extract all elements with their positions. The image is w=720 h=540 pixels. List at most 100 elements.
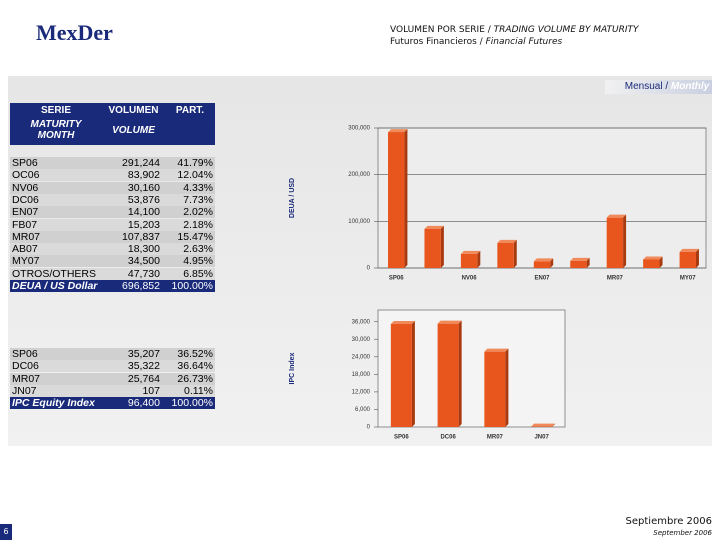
table-row — [10, 384, 215, 397]
cell-part: 2.63% — [183, 243, 213, 256]
bar-top — [531, 423, 556, 427]
bar-top — [388, 129, 408, 133]
cell-serie: IPC Equity Index — [12, 397, 95, 410]
bar-top — [570, 257, 590, 261]
logo: MexDer — [36, 20, 113, 45]
subtitle-es: Futuros Financieros / — [390, 37, 486, 47]
badge-es: Mensual / — [624, 81, 671, 92]
cell-volume: 107,837 — [122, 230, 160, 243]
bar-top — [606, 214, 627, 218]
y-tick-label: 30,000 — [352, 337, 371, 343]
cell-part: 41.79% — [177, 157, 213, 169]
cell-part: 26.73% — [177, 372, 213, 385]
cell-serie: SP06 — [12, 157, 38, 169]
cell-serie: JN07 — [12, 384, 37, 397]
bar-top — [390, 321, 415, 325]
x-tick-label: MR07 — [607, 276, 624, 282]
bar — [390, 324, 412, 427]
table-row — [10, 267, 215, 280]
cell-part: 36.64% — [177, 360, 213, 373]
table-row — [10, 169, 215, 182]
total-row — [10, 397, 215, 410]
bar-side — [505, 348, 509, 427]
y-tick-label: 0 — [367, 266, 371, 272]
table-row — [10, 360, 215, 373]
cell-part: 4.95% — [183, 255, 213, 268]
cell-volume: 35,322 — [127, 360, 160, 373]
footer-date: Septiembre 2006 — [625, 516, 712, 527]
cell-part: 36.52% — [177, 348, 213, 360]
bar — [643, 259, 660, 268]
table-header: SERIE MATURITY MONTH VOLUMEN VOLUME PART… — [10, 103, 215, 145]
bar-side — [411, 321, 415, 427]
title: VOLUMEN POR SERIE / TRADING VOLUME BY MA… — [390, 25, 639, 35]
total-row — [10, 280, 215, 292]
bar-top — [679, 248, 699, 252]
cell-part: 2.18% — [183, 218, 213, 231]
y-tick-label: 12,000 — [352, 389, 371, 395]
x-tick-label: MR07 — [487, 435, 504, 441]
cell-serie: EN07 — [12, 206, 39, 219]
y-axis-label: IPC Index — [289, 352, 296, 384]
cell-volume: 18,300 — [127, 243, 160, 256]
x-tick-label: NV06 — [462, 276, 478, 282]
period-badge: Mensual / Monthly — [605, 80, 712, 94]
cell-part: 4.33% — [183, 181, 213, 194]
bar — [679, 251, 696, 268]
cell-volume: 291,244 — [122, 157, 160, 169]
cell-volume: 14,100 — [127, 206, 160, 219]
cell-serie: MR07 — [12, 230, 41, 243]
header-part: PART. — [175, 105, 205, 116]
y-tick-label: 6,000 — [355, 407, 371, 413]
cell-volume: 15,203 — [127, 218, 160, 231]
bar — [606, 217, 624, 268]
x-tick-label: DC06 — [440, 435, 456, 441]
cell-serie: OTROS/OTHERS — [12, 267, 97, 280]
cell-serie: DEUA / US Dollar — [12, 280, 98, 292]
cell-volume: 696,852 — [122, 280, 160, 292]
cell-serie: DC06 — [12, 193, 39, 206]
cell-volume: 25,764 — [127, 372, 160, 385]
table-row — [10, 372, 215, 385]
table-row — [10, 206, 215, 219]
bar-top — [424, 225, 444, 229]
y-tick-label: 18,000 — [352, 372, 371, 378]
table-row — [10, 255, 215, 268]
bar — [533, 261, 551, 268]
page-number: 6 — [0, 524, 12, 540]
cell-part: 100.00% — [171, 397, 213, 410]
table-row — [10, 193, 215, 206]
x-tick-label: EN07 — [534, 276, 550, 282]
y-tick-label: 300,000 — [348, 126, 370, 132]
header-serie: SERIE — [40, 105, 71, 116]
cell-serie: OC06 — [12, 169, 40, 182]
bar-side — [586, 257, 590, 268]
cell-serie: DC06 — [12, 360, 39, 373]
bar — [388, 132, 405, 268]
table-row — [10, 218, 215, 231]
bar — [497, 242, 514, 268]
cell-volume: 30,160 — [127, 181, 160, 194]
table-row — [10, 181, 215, 194]
bar — [437, 323, 459, 427]
bar-side — [440, 225, 444, 268]
bar-side — [550, 258, 554, 268]
cell-serie: MR07 — [12, 372, 41, 385]
bar-top — [497, 239, 517, 243]
cell-volume: 47,730 — [127, 267, 160, 280]
x-tick-label: SP06 — [394, 435, 409, 441]
x-tick-label: SP06 — [389, 276, 404, 282]
cell-part: 7.73% — [183, 193, 213, 206]
cell-part: 6.85% — [183, 267, 213, 280]
bar-top — [533, 258, 554, 262]
y-tick-label: 100,000 — [348, 219, 370, 225]
cell-volume: 83,902 — [127, 169, 160, 182]
cell-serie: FB07 — [12, 218, 38, 231]
cell-part: 100.00% — [171, 280, 213, 292]
bar-side — [695, 248, 699, 268]
bar-side — [404, 129, 408, 268]
y-tick-label: 24,000 — [352, 354, 371, 360]
bar-side — [552, 423, 556, 427]
